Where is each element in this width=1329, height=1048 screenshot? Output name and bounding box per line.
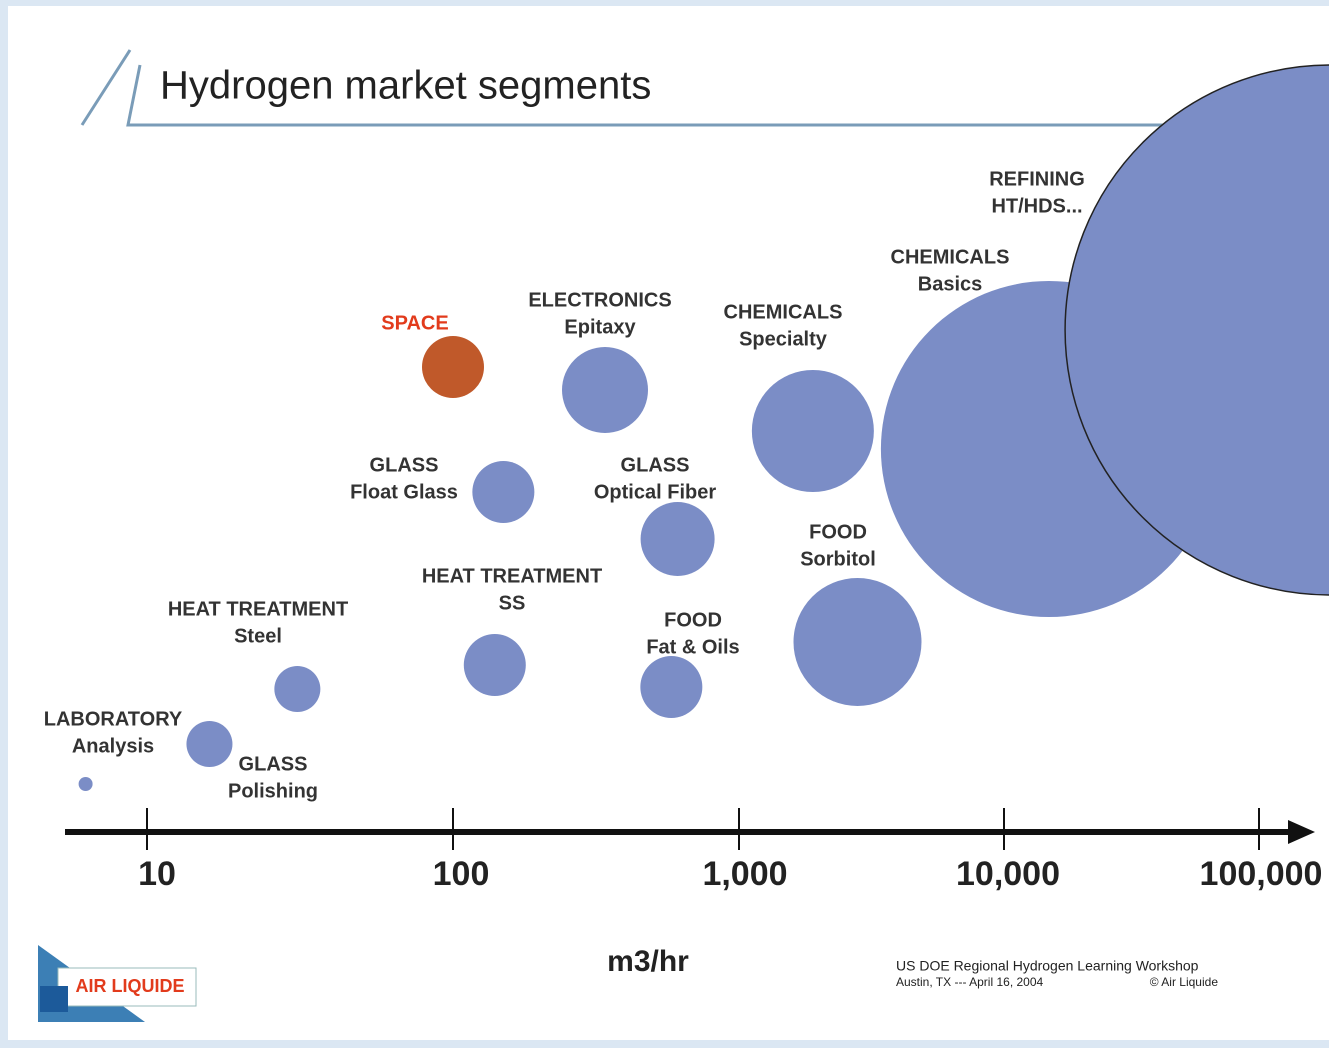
x-tick-label: 10,000 [956,855,1060,893]
bubble-label: HEAT TREATMENT [422,565,602,587]
x-tick-label: 100,000 [1200,855,1323,893]
bubble-label: FOOD [664,609,722,631]
bubble [751,370,874,492]
logo-mark [40,986,68,1012]
bubble-label: GLASS [370,454,439,476]
bubble [640,502,715,576]
bubble [78,777,93,791]
bubble-label: HEAT TREATMENT [168,598,348,620]
bubble [472,461,535,523]
bubble [640,656,703,718]
bubble [1064,64,1329,596]
bubble-label: CHEMICALS [891,246,1010,268]
x-axis-label: m3/hr [607,945,689,978]
logo-box [57,967,197,1007]
bubble-label: GLASS [621,454,690,476]
bubble-label: Epitaxy [564,316,636,338]
footer-text: US DOE Regional Hydrogen Learning Worksh… [896,958,1199,974]
x-tick-label: 1,000 [702,855,787,893]
bubble-label: Analysis [72,735,154,757]
bubble [186,721,233,767]
bubble-label: Steel [234,625,282,647]
bubble [422,336,484,398]
bubble-label: Fat & Oils [646,636,739,658]
bubble-label: SPACE [381,312,448,334]
bubble-label: HT/HDS... [991,195,1082,217]
bubble [274,666,321,712]
plot: LABORATORY Analysis GLASS Polishing HEAT TRE… [44,64,1329,802]
bubble-label: FOOD [809,521,867,543]
bubble-label: ELECTRONICS [528,289,671,311]
bubble-label: Basics [918,273,983,295]
bubble [463,634,526,696]
chart-title: Hydrogen market segments [160,64,651,108]
logo-text: AIR LIQUIDE [75,976,184,996]
bubble-label: Float Glass [350,481,458,503]
x-tick-label: 100 [433,855,490,893]
bubble-label: Sorbitol [800,548,876,570]
footer-text: Austin, TX --- April 16, 2004 [896,975,1044,989]
bubble-label: SS [499,592,526,614]
bubble-label: LABORATORY [44,708,183,730]
axis-arrow [1288,820,1315,844]
bubble-label: GLASS [239,753,308,775]
bubble-label: CHEMICALS [724,301,843,323]
bubble [793,578,922,706]
bubble-label: REFINING [989,168,1085,190]
bubble-label: Specialty [739,328,828,350]
bubble [562,347,649,433]
bubble-label: Optical Fiber [594,481,716,503]
bubble-label: Polishing [228,780,318,802]
x-tick-label: 10 [138,855,176,893]
title-decoration [80,49,1180,127]
footer-text: © Air Liquide [1150,975,1219,989]
